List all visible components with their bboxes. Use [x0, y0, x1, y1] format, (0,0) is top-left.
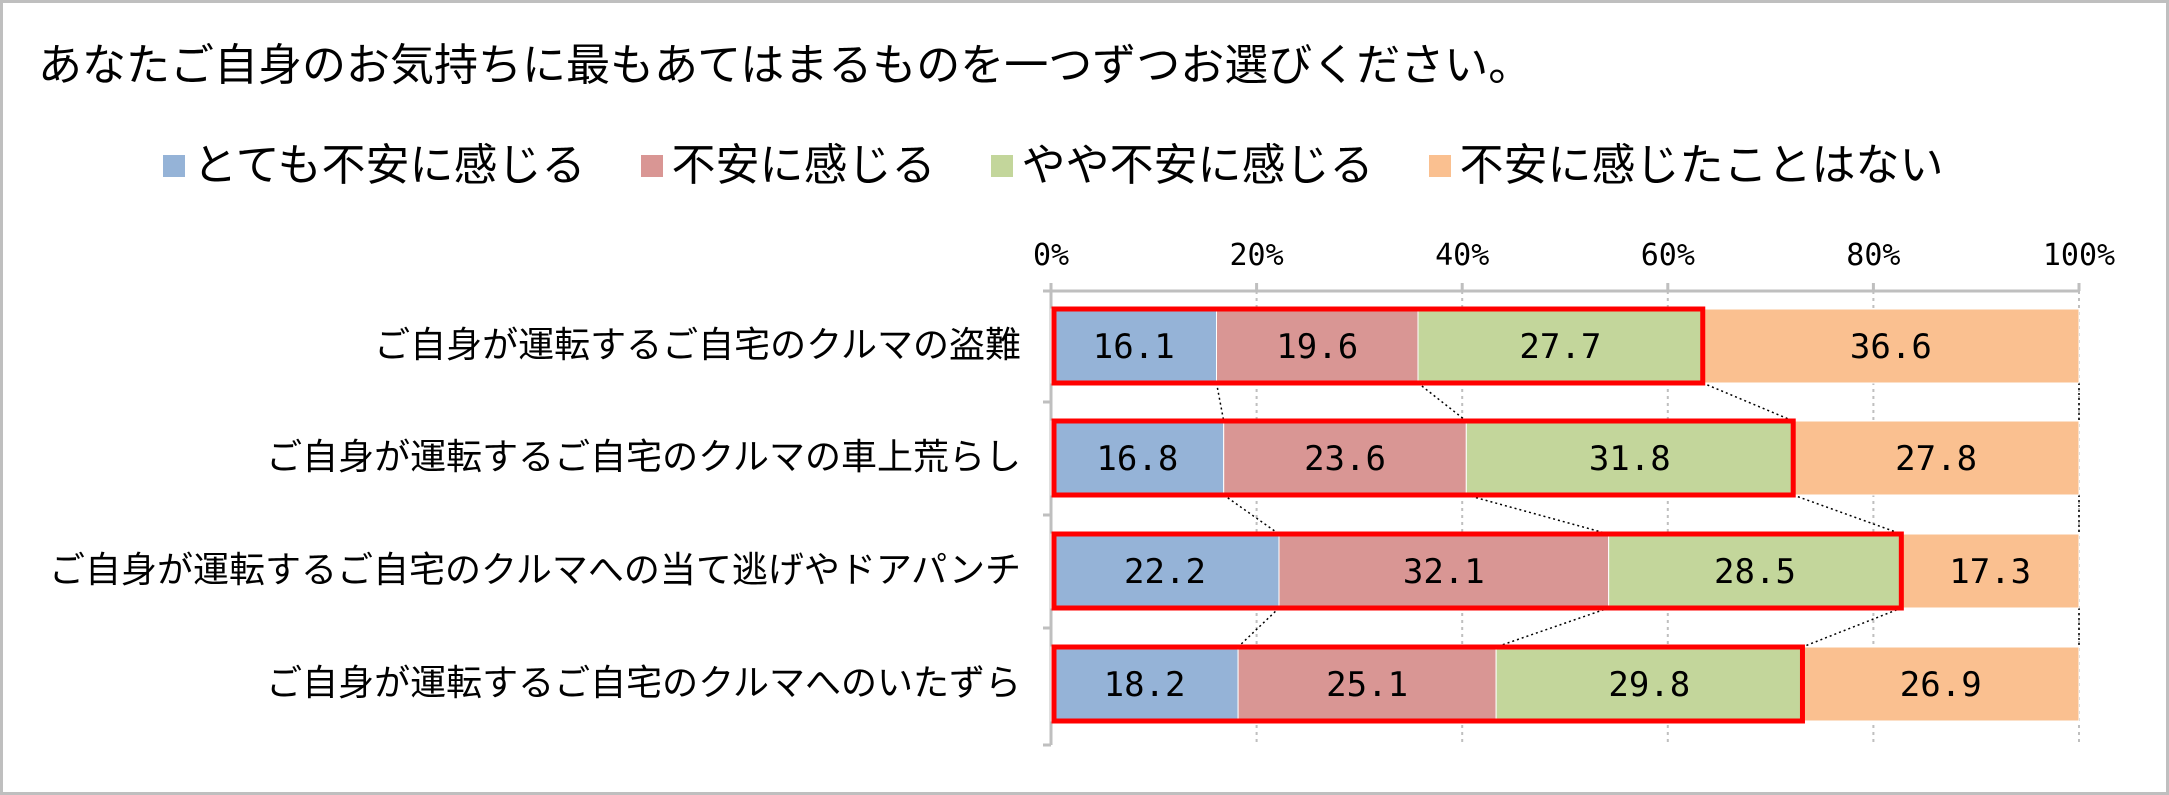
category-label: ご自身が運転するご自宅のクルマへの当て逃げやドアパンチ: [48, 550, 1021, 591]
legend-swatch: [991, 155, 1014, 177]
highlight-box: [1051, 418, 1796, 498]
series-line: [1802, 607, 1902, 648]
x-tick-label: 100%: [2043, 238, 2115, 273]
bar-segment: [1801, 646, 2080, 722]
x-tick-label: 20%: [1230, 238, 1284, 273]
data-label: 36.6: [1850, 327, 1932, 367]
data-label: 27.8: [1895, 439, 1977, 479]
bar-segment: [1216, 308, 1419, 384]
bar-segment: [1900, 533, 2080, 609]
data-label: 32.1: [1403, 552, 1485, 592]
bar-segment: [1608, 533, 1902, 609]
series-line: [1223, 494, 1280, 535]
bar-segment: [1050, 420, 1225, 496]
data-label: 17.3: [1949, 552, 2031, 592]
x-tick-label: 40%: [1435, 238, 1489, 273]
highlight-box: [1051, 531, 1904, 611]
data-label: 29.8: [1608, 665, 1690, 705]
legend-swatch: [163, 155, 185, 177]
legend-swatch: [1429, 155, 1452, 177]
data-label: 27.7: [1519, 327, 1601, 367]
bar-segment: [1050, 533, 1280, 609]
series-line: [1702, 382, 1794, 422]
data-label: 18.2: [1104, 665, 1186, 705]
category-label: ご自身が運転するご自宅のクルマの車上荒らし: [266, 437, 1021, 478]
chart-title: あなたご自身のお気持ちに最もあてはまるものを一つずつお選びください。: [38, 40, 1533, 91]
series-line: [1466, 494, 1609, 535]
bar-segment: [1278, 533, 1610, 609]
highlight-box: [1051, 644, 1805, 724]
data-label: 28.5: [1714, 552, 1796, 592]
legend-label: とても不安に感じる: [193, 140, 586, 191]
series-line: [1215, 382, 1225, 422]
bar-segment: [1792, 420, 2080, 496]
highlight-box: [1051, 306, 1706, 386]
bar-segment: [1702, 308, 2080, 384]
data-label: 31.8: [1589, 439, 1671, 479]
data-label: 26.9: [1900, 665, 1982, 705]
series-line: [1495, 607, 1609, 648]
bar-segment: [1465, 420, 1794, 496]
bar-segment: [1223, 420, 1467, 496]
data-label: 19.6: [1276, 327, 1358, 367]
legend: とても不安に感じる 不安に感じる やや不安に感じる 不安に感じたことはない: [163, 136, 1999, 196]
x-tick-label: 80%: [1846, 238, 1900, 273]
bar-segment: [1050, 308, 1218, 384]
legend-label: やや不安に感じる: [1021, 140, 1374, 191]
series-line: [1792, 494, 1902, 535]
data-label: 16.1: [1093, 327, 1175, 367]
series-line: [1237, 607, 1280, 648]
data-label: 22.2: [1124, 552, 1206, 592]
data-label: 23.6: [1304, 439, 1386, 479]
bar-segment: [1495, 646, 1803, 722]
bar-segment: [1050, 646, 1239, 722]
legend-item-never-anxious: 不安に感じたことはない: [1429, 136, 1943, 196]
category-label: ご自身が運転するご自宅のクルマへのいたずら: [266, 663, 1021, 704]
category-label: ご自身が運転するご自宅のクルマの盗難: [374, 325, 1021, 366]
legend-label: 不安に感じたことはない: [1459, 140, 1944, 191]
legend-swatch: [641, 155, 664, 177]
x-tick-label: 60%: [1641, 238, 1695, 273]
series-line: [1417, 382, 1467, 422]
x-tick-label: 0%: [1033, 238, 1069, 273]
legend-item-very-anxious: とても不安に感じる: [163, 136, 585, 196]
legend-label: 不安に感じる: [671, 140, 936, 191]
data-label: 16.8: [1096, 439, 1178, 479]
legend-item-somewhat-anxious: やや不安に感じる: [991, 136, 1373, 196]
data-label: 25.1: [1326, 665, 1408, 705]
legend-item-anxious: 不安に感じる: [641, 136, 935, 196]
